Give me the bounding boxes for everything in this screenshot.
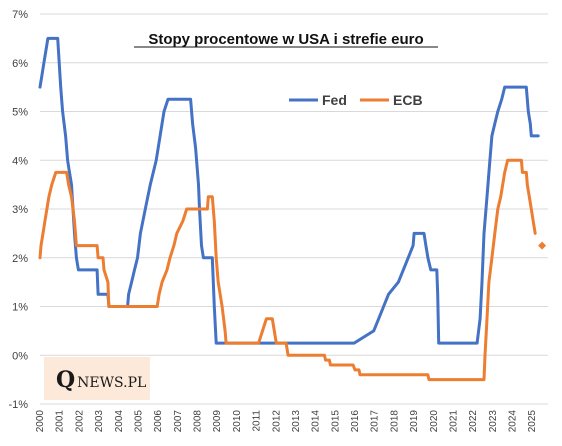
x-tick-label: 2002 — [74, 410, 85, 433]
x-tick-label: 2012 — [271, 410, 282, 433]
x-tick-label: 2017 — [370, 410, 381, 433]
y-tick-label: 6% — [12, 58, 28, 70]
y-tick-label: -1% — [8, 399, 28, 411]
x-tick-label: 2013 — [291, 410, 302, 433]
logo-text: Q NEWS.PL — [56, 367, 146, 393]
x-tick-label: 2007 — [173, 410, 184, 433]
series-marker-ecb — [538, 241, 547, 250]
x-tick-label: 2003 — [94, 410, 105, 433]
x-tick-label: 2004 — [114, 410, 125, 433]
y-tick-label: 7% — [12, 9, 28, 21]
x-tick-label: 2021 — [448, 410, 459, 433]
x-tick-label: 2005 — [133, 410, 144, 433]
x-tick-label: 2009 — [212, 410, 223, 433]
series-line-ecb — [38, 158, 537, 382]
x-tick-label: 2024 — [508, 410, 519, 433]
y-tick-label: 0% — [12, 350, 28, 362]
legend-fed-label: Fed — [322, 92, 347, 108]
x-tick-label: 2015 — [330, 410, 341, 433]
x-tick-label: 2008 — [193, 410, 204, 433]
x-tick-label: 2018 — [389, 410, 400, 433]
x-axis-ticks: 2000 2001 2002 2003 2004 2005 2006 2007 2008 2009… — [35, 410, 538, 433]
gridlines — [40, 13, 548, 405]
y-tick-label: 2% — [12, 253, 28, 265]
chart-title: Stopy procentowe w USA i strefie euro — [148, 31, 423, 48]
x-tick-label: 2010 — [232, 410, 243, 433]
y-axis-ticks: -1% 0% 1% 2% 3% 4% 5% 6% 7% — [8, 9, 28, 411]
y-tick-label: 4% — [12, 155, 28, 167]
x-tick-label: 2025 — [527, 410, 538, 433]
legend-ecb-label: ECB — [393, 92, 423, 108]
series-lines — [38, 36, 547, 382]
x-tick-label: 2001 — [55, 410, 66, 433]
y-tick-label: 3% — [12, 204, 28, 216]
x-tick-label: 2020 — [429, 410, 440, 433]
series-line-fed — [38, 36, 540, 345]
x-tick-label: 2016 — [350, 410, 361, 433]
x-tick-label: 2014 — [311, 410, 322, 433]
x-tick-label: 2011 — [252, 410, 263, 432]
x-tick-label: 2022 — [468, 410, 479, 433]
y-tick-label: 5% — [12, 107, 28, 119]
x-tick-label: 2023 — [488, 410, 499, 433]
x-tick-label: 2019 — [409, 410, 420, 433]
legend: Fed ECB — [289, 92, 423, 108]
x-tick-label: 2000 — [35, 410, 46, 433]
logo-background — [44, 357, 150, 400]
y-tick-label: 1% — [12, 302, 28, 314]
x-tick-label: 2006 — [153, 410, 164, 433]
qnews-logo: Q NEWS.PL — [44, 357, 150, 400]
